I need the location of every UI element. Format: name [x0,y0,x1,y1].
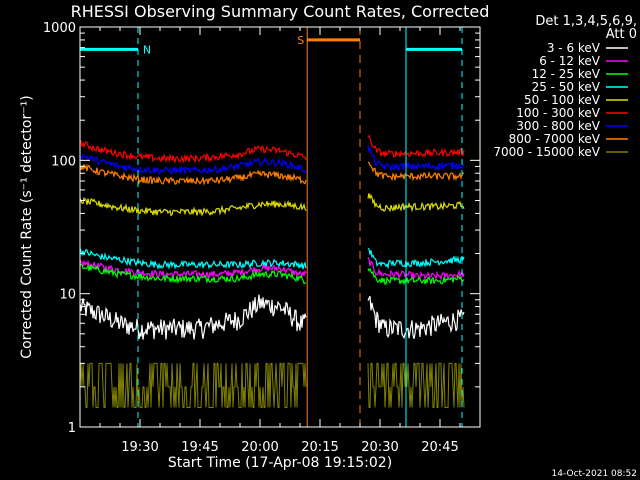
x-tick-label: 20:15 [301,440,338,455]
legend-title-line-1: Det 1,3,4,5,6,9, [535,14,637,29]
legend-label-800-7000-kev: 800 - 7000 keV [509,132,601,146]
legend-label-3-6-kev: 3 - 6 keV [547,41,601,55]
legend-label-100-300-kev: 100 - 300 keV [516,106,600,120]
x-tick-label: 19:30 [121,440,158,455]
x-axis-label: Start Time (17-Apr-08 19:15:02) [168,455,392,471]
axis-layer: 19:30 19:45 20:00 20:15 20:30 20:45 1 10 100 1000 [43,21,480,455]
legend-label-12-25-kev: 12 - 25 keV [532,67,601,81]
series-line-25-50-kev [79,248,307,271]
legend-title-line-2: Att 0 [606,27,637,42]
series-line-100-300-kev [79,139,307,165]
y-tick-label: 1 [68,421,76,436]
series-line-7000-15000-kev [367,362,465,408]
y-tick-label: 10 [59,288,76,303]
series-line-3-6-kev [367,295,465,340]
data-layer [79,134,465,408]
legend-label-50-100-kev: 50 - 100 keV [524,93,601,107]
flag-label-s: S [297,34,304,47]
legend-label-300-800-kev: 300 - 800 keV [516,119,600,133]
y-axis-label: Corrected Count Rate (s⁻¹ detector⁻¹) [19,95,35,358]
series-line-7000-15000-kev [79,362,307,408]
y-tick-label: 1000 [43,21,76,36]
series-line-300-800-kev [367,145,465,172]
series-line-300-800-kev [79,153,307,175]
x-tick-label: 20:00 [241,440,278,455]
series-line-800-7000-kev [79,163,307,186]
legend-label-25-50-kev: 25 - 50 keV [532,80,601,94]
legend-label-6-12-kev: 6 - 12 keV [539,54,601,68]
series-line-6-12-kev [79,259,307,280]
chart-title: RHESSI Observing Summary Count Rates, Co… [71,2,490,21]
series-line-25-50-kev [367,247,465,270]
x-tick-label: 20:30 [361,440,398,455]
legend-label-7000-15000-kev: 7000 - 15000 keV [493,145,600,159]
x-tick-label: 20:45 [421,440,458,455]
x-tick-label: 19:45 [181,440,218,455]
series-line-100-300-kev [367,134,465,158]
footer-timestamp: 14-Oct-2021 08:52 [552,469,637,479]
series-line-12-25-kev [79,263,307,285]
y-tick-label: 100 [51,154,76,169]
series-line-12-25-kev [367,267,465,286]
flag-label-n: N [143,43,151,56]
series-line-800-7000-kev [367,161,465,182]
series-line-50-100-kev [367,193,465,213]
series-line-50-100-kev [79,197,307,217]
series-line-3-6-kev [79,294,307,340]
